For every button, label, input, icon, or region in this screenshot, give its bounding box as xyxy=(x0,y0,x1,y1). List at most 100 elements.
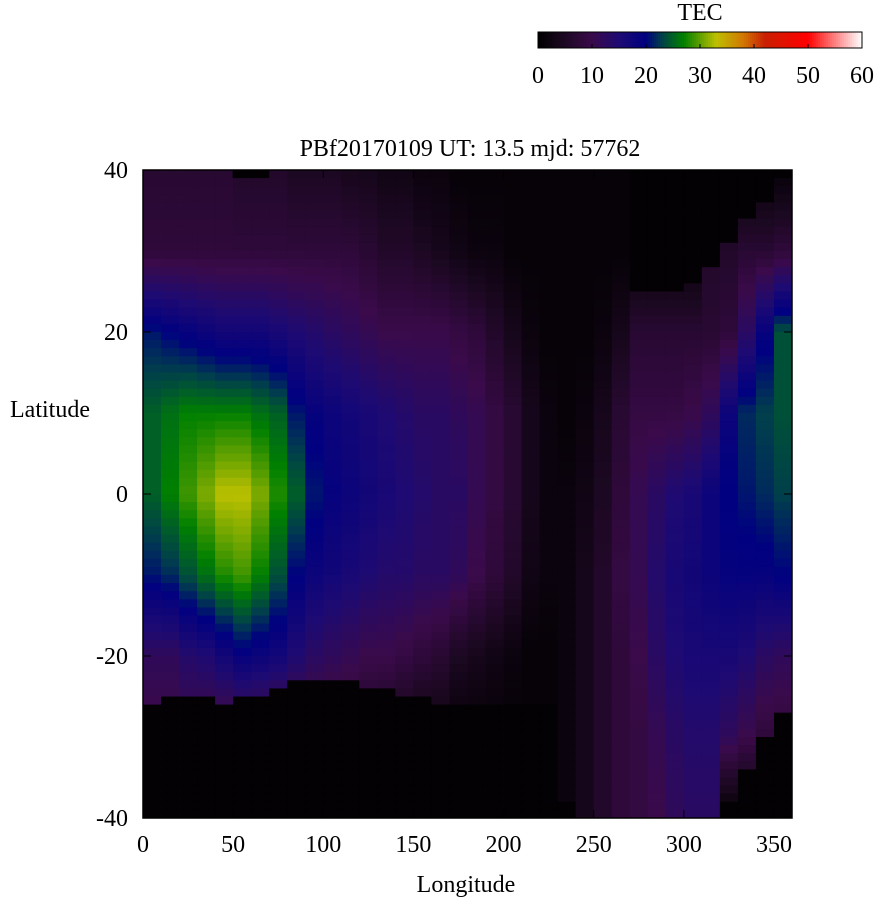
heatmap-cell xyxy=(233,720,252,730)
heatmap-cell xyxy=(647,704,667,714)
heatmap-cell xyxy=(539,469,559,479)
heatmap-cell xyxy=(143,340,162,349)
heatmap-cell xyxy=(431,502,450,511)
heatmap-cell xyxy=(485,372,504,381)
heatmap-cell xyxy=(773,251,793,260)
heatmap-cell xyxy=(485,566,504,576)
heatmap-cell xyxy=(377,275,396,284)
heatmap-cell xyxy=(593,753,613,762)
heatmap-cell xyxy=(143,437,162,446)
heatmap-cell xyxy=(755,364,775,373)
heatmap-cell xyxy=(683,453,703,462)
heatmap-cell xyxy=(179,170,198,179)
heatmap-cell xyxy=(557,332,577,341)
heatmap-cell xyxy=(557,623,577,633)
heatmap-cell xyxy=(611,728,631,738)
x-axis-label: Longitude xyxy=(417,872,516,898)
heatmap-cell xyxy=(179,372,198,381)
heatmap-cell xyxy=(179,291,198,300)
heatmap-cell xyxy=(359,307,378,317)
heatmap-cell xyxy=(557,485,577,495)
heatmap-cell xyxy=(503,332,522,341)
heatmap-cell xyxy=(431,291,450,300)
heatmap-cell xyxy=(215,267,234,276)
heatmap-cell xyxy=(593,307,613,317)
heatmap-cell xyxy=(593,469,613,479)
heatmap-cell xyxy=(449,502,468,511)
heatmap-cell xyxy=(305,639,324,649)
heatmap-cell xyxy=(395,291,414,300)
heatmap-cell xyxy=(467,607,486,616)
heatmap-cell xyxy=(161,566,180,576)
heatmap-cell xyxy=(431,404,450,414)
heatmap-cell xyxy=(359,510,378,519)
colorbar-segment xyxy=(740,32,743,48)
heatmap-cell xyxy=(341,566,360,576)
heatmap-cell xyxy=(341,445,360,454)
colorbar-segment xyxy=(624,32,627,48)
heatmap-cell xyxy=(485,494,504,503)
heatmap-cell xyxy=(197,672,216,681)
heatmap-cell xyxy=(215,550,234,560)
colorbar-segment xyxy=(722,32,725,48)
colorbar-segment xyxy=(626,32,629,48)
heatmap-cell xyxy=(755,769,775,778)
heatmap-cell xyxy=(359,583,378,592)
heatmap-cell xyxy=(233,251,252,260)
heatmap-cell xyxy=(539,170,559,179)
colorbar-segment xyxy=(694,32,697,48)
heatmap-cell xyxy=(359,242,378,252)
heatmap-cell xyxy=(539,704,559,714)
heatmap-cell xyxy=(233,267,252,276)
heatmap-cell xyxy=(629,218,649,228)
heatmap-cell xyxy=(755,348,775,357)
heatmap-cell xyxy=(449,364,468,373)
heatmap-cell xyxy=(395,720,414,730)
heatmap-cell xyxy=(737,421,757,430)
heatmap-cell xyxy=(593,461,613,471)
heatmap-cell xyxy=(773,170,793,179)
heatmap-cell xyxy=(503,518,522,527)
heatmap-cell xyxy=(557,712,577,722)
heatmap-cell xyxy=(629,728,649,738)
heatmap-cell xyxy=(197,575,216,584)
heatmap-cell xyxy=(665,801,685,811)
heatmap-cell xyxy=(323,558,342,568)
heatmap-cell xyxy=(485,307,504,317)
heatmap-cell xyxy=(287,599,306,608)
heatmap-cell xyxy=(665,234,685,244)
heatmap-cell xyxy=(485,396,504,406)
heatmap-cell xyxy=(485,437,504,446)
colorbar-segment xyxy=(554,32,557,48)
heatmap-cell xyxy=(359,664,378,673)
heatmap-cell xyxy=(395,672,414,681)
heatmap-cell xyxy=(467,396,486,406)
heatmap-cell xyxy=(341,218,360,228)
heatmap-cell xyxy=(449,558,468,568)
heatmap-cell xyxy=(233,170,252,179)
heatmap-cell xyxy=(611,210,631,219)
heatmap-cell xyxy=(611,299,631,309)
heatmap-cell xyxy=(431,680,450,689)
colorbar-segment xyxy=(570,32,573,48)
heatmap-cell xyxy=(323,210,342,219)
heatmap-cell xyxy=(755,607,775,616)
heatmap-cell xyxy=(269,404,288,414)
heatmap-cell xyxy=(395,566,414,576)
heatmap-cell xyxy=(359,793,378,803)
heatmap-cell xyxy=(503,404,522,414)
heatmap-cell xyxy=(665,429,685,438)
colorbar-segment xyxy=(558,32,561,48)
heatmap-cell xyxy=(467,364,486,373)
heatmap-cell xyxy=(431,178,450,187)
colorbar-segment xyxy=(756,32,759,48)
heatmap-cell xyxy=(593,809,613,819)
heatmap-cell xyxy=(647,672,667,681)
heatmap-cell xyxy=(719,688,739,697)
heatmap-cell xyxy=(647,307,667,317)
heatmap-cell xyxy=(179,332,198,341)
heatmap-cell xyxy=(557,672,577,681)
heatmap-cell xyxy=(161,526,180,535)
heatmap-cell xyxy=(575,307,595,317)
heatmap-cell xyxy=(665,356,685,365)
